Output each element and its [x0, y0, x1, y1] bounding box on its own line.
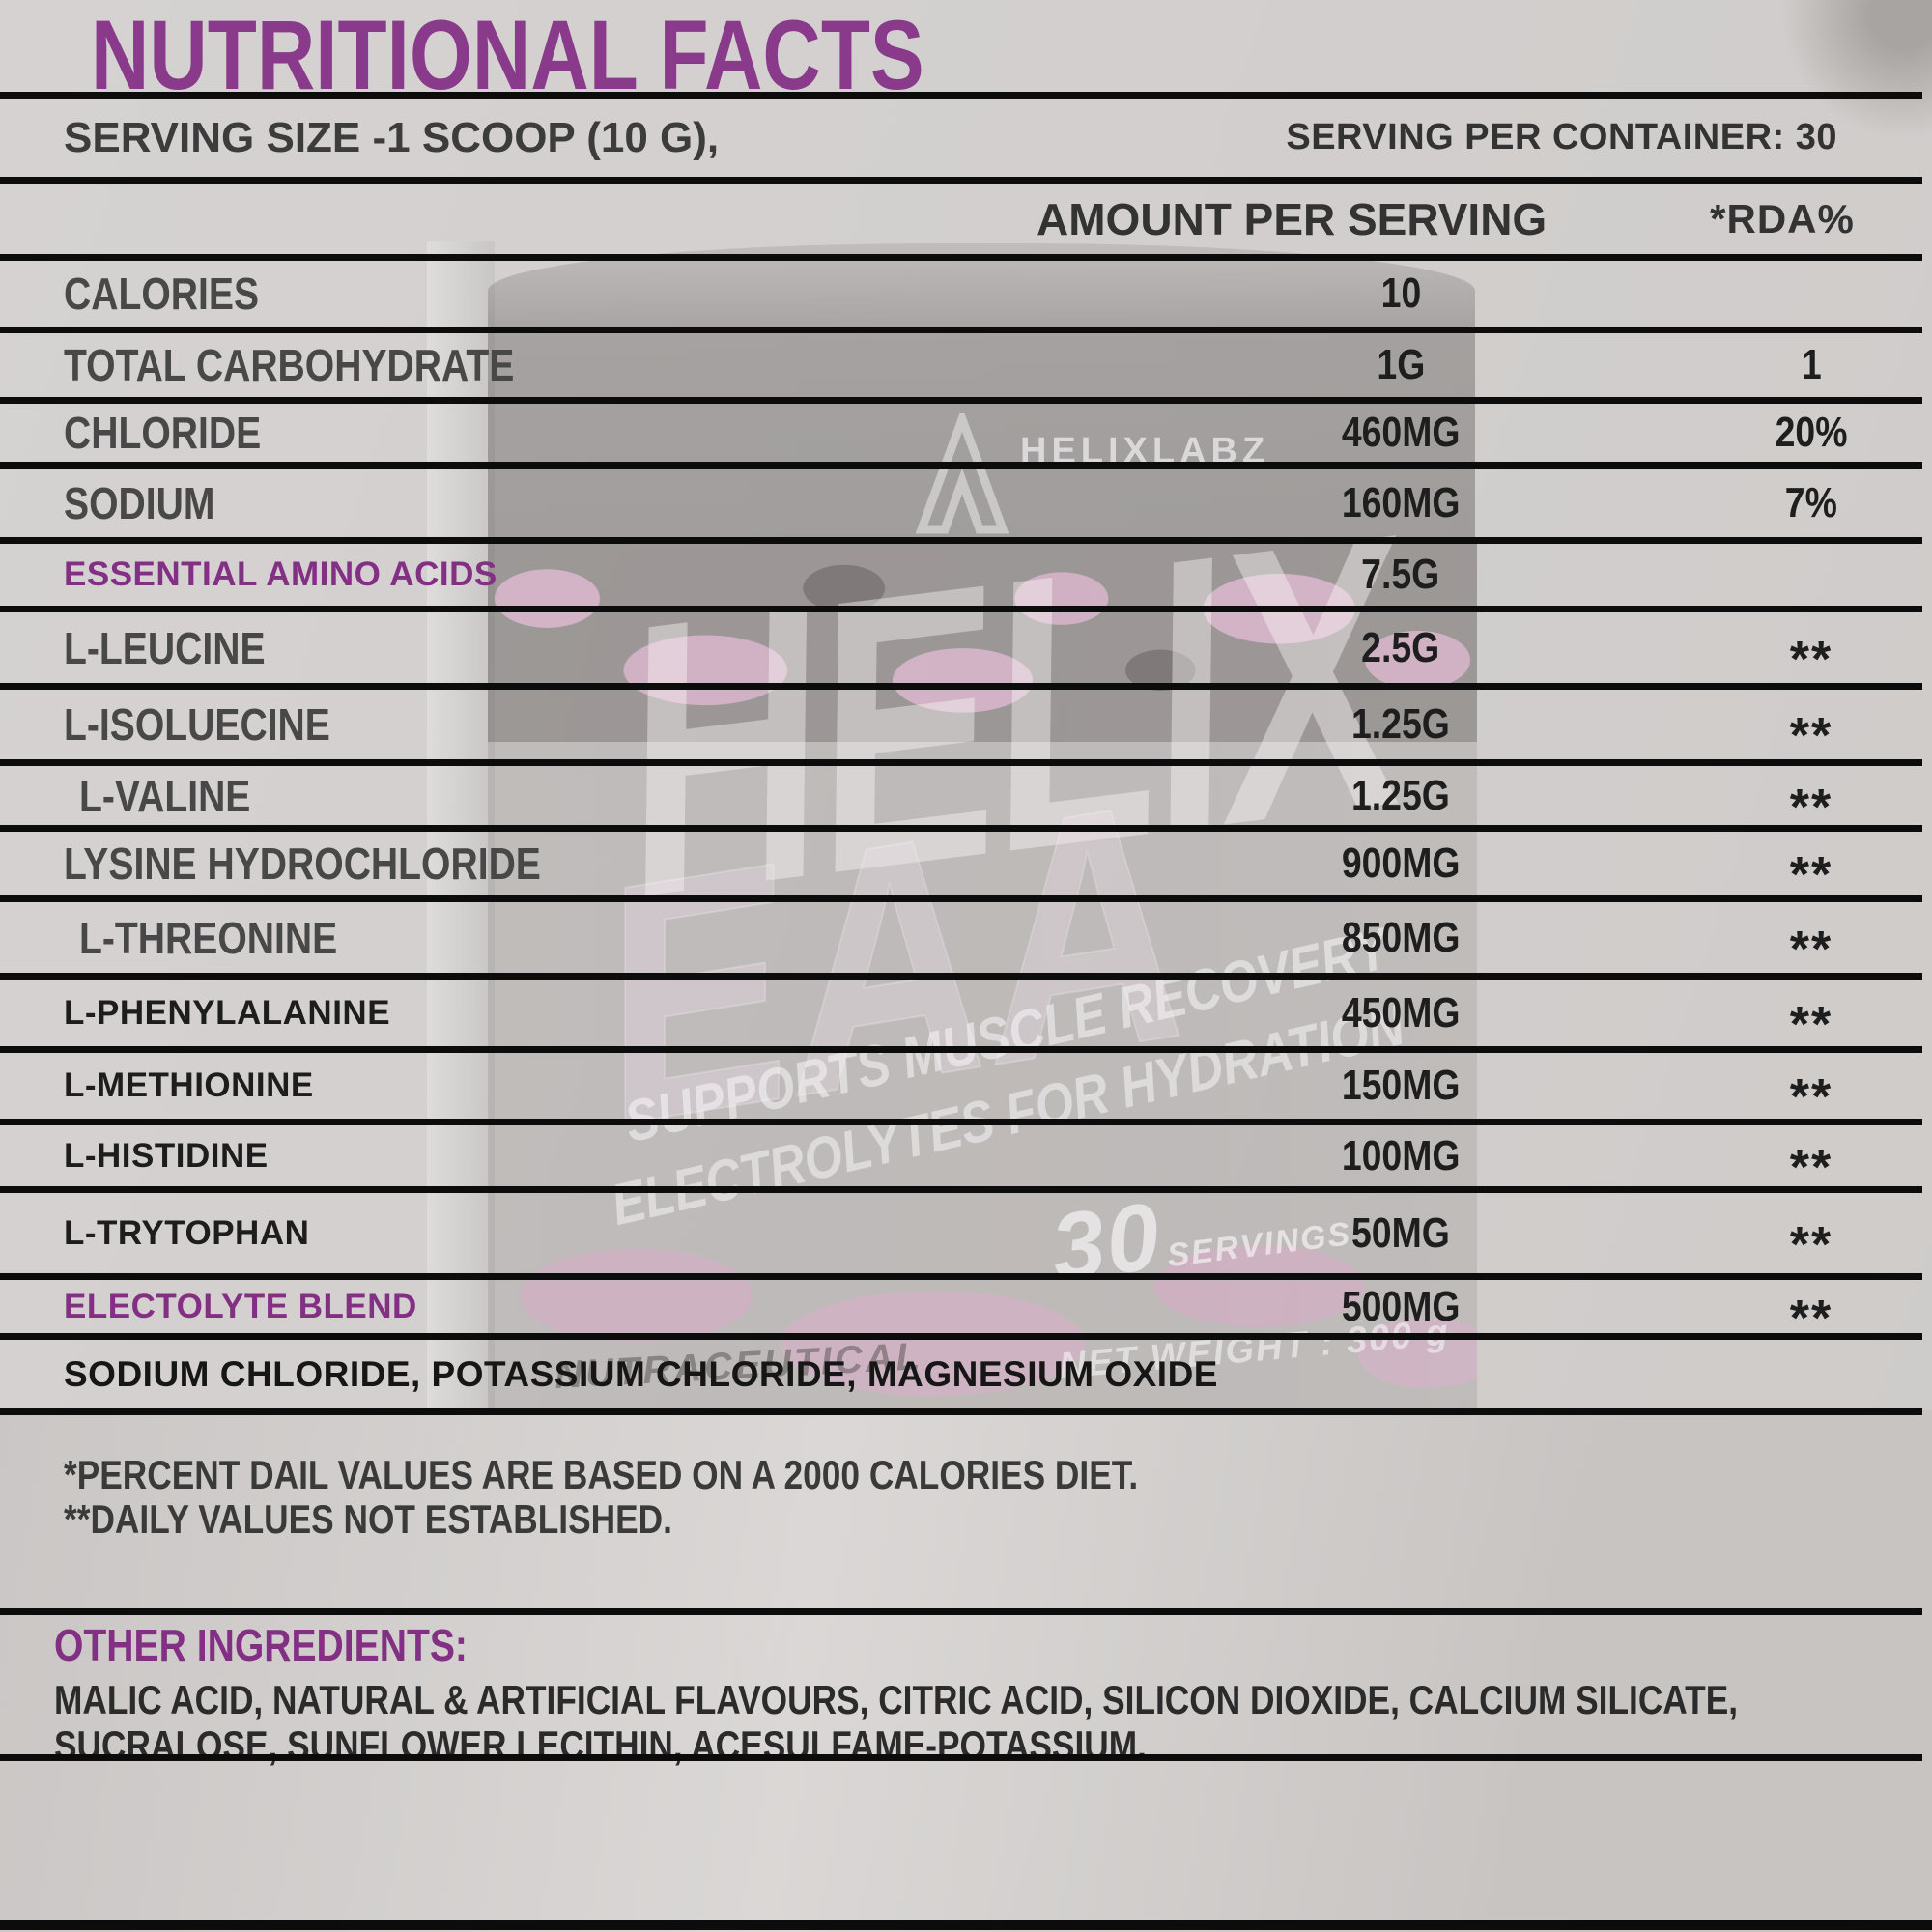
row-rda: [1681, 261, 1932, 327]
row-rda: 20%: [1775, 409, 1848, 456]
table-row: TOTAL CARBOHYDRATE 1G 1: [0, 327, 1922, 397]
table-row: L-LEUCINE 2.5G **: [0, 606, 1922, 688]
row-amount: 1.25G: [1351, 771, 1450, 819]
rda-column-header: *RDA%: [1710, 195, 1855, 242]
row-label: L-TRYTOPHAN: [64, 1213, 310, 1252]
row-rda: 7%: [1784, 478, 1838, 526]
row-rda: **: [1789, 996, 1833, 1053]
row-label: L-THREONINE: [79, 912, 338, 963]
row-rda: [1681, 1340, 1932, 1408]
table-bottom-line: [0, 1408, 1922, 1415]
table-row: ESSENTIAL AMINO ACIDS 7.5G: [0, 537, 1922, 606]
row-label: SODIUM: [64, 477, 215, 528]
ingredients-line-1: MALIC ACID, NATURAL & ARTIFICIAL FLAVOUR…: [54, 1677, 1739, 1722]
row-label: L-VALINE: [79, 770, 251, 821]
row-amount: 150MG: [1341, 1062, 1461, 1109]
row-rda: **: [1789, 921, 1833, 978]
amount-header-text: AMOUNT PER SERVING: [1037, 193, 1548, 244]
row-amount: 7.5G: [1361, 551, 1440, 598]
table-row: L-METHIONINE 150MG **: [0, 1046, 1922, 1125]
row-rda: [1681, 544, 1932, 606]
row-label: ELECTOLYTE BLEND: [64, 1287, 417, 1325]
servings-per-container: SERVING PER CONTAINER: 30: [1286, 117, 1837, 157]
row-label: CALORIES: [64, 269, 260, 319]
row-rda: **: [1789, 847, 1833, 903]
ingredients-bottom-line: [0, 1754, 1922, 1761]
row-amount: 50MG: [1351, 1208, 1450, 1257]
row-label: L-METHIONINE: [64, 1066, 314, 1104]
row-rda: 1: [1801, 341, 1822, 388]
row-rda: **: [1789, 779, 1833, 836]
row-label: L-ISOLUECINE: [64, 699, 330, 750]
row-amount: 2.5G: [1361, 623, 1440, 671]
footnote-daily-values: *PERCENT DAIL VALUES ARE BASED ON A 2000…: [64, 1452, 1139, 1497]
other-ingredients-heading: OTHER INGREDIENTS:: [54, 1620, 468, 1670]
row-label: TOTAL CARBOHYDRATE: [64, 340, 515, 390]
row-rda: **: [1789, 1069, 1833, 1125]
column-header-row: AMOUNT PER SERVING *RDA%: [0, 177, 1922, 254]
row-amount: 100MG: [1341, 1131, 1461, 1179]
table-row: L-THREONINE 850MG **: [0, 895, 1922, 978]
table-row: L-HISTIDINE 100MG **: [0, 1119, 1922, 1196]
serving-size-text: SERVING SIZE -1 SCOOP (10 G),: [64, 113, 720, 161]
table-row: L-ISOLUECINE 1.25G **: [0, 683, 1922, 764]
table-row: L-TRYTOPHAN 50MG **: [0, 1186, 1922, 1273]
row-amount: [1193, 1340, 1608, 1408]
table-row: CALORIES 10: [0, 254, 1922, 327]
row-amount: 1.25G: [1351, 700, 1450, 748]
other-ingredients-section: OTHER INGREDIENTS: MALIC ACID, NATURAL &…: [54, 1619, 1932, 1768]
serving-size-row: SERVING SIZE -1 SCOOP (10 G), SERVING PE…: [0, 92, 1922, 177]
row-label: CHLORIDE: [64, 408, 262, 458]
row-amount: 900MG: [1341, 839, 1461, 887]
row-rda: **: [1789, 708, 1833, 764]
row-rda: **: [1789, 1216, 1833, 1273]
row-amount: 160MG: [1341, 478, 1461, 526]
row-amount: 500MG: [1341, 1282, 1461, 1330]
table-row: ELECTOLYTE BLEND 500MG **: [0, 1273, 1922, 1347]
row-amount: 850MG: [1341, 913, 1461, 961]
row-label: L-LEUCINE: [64, 622, 266, 673]
amount-column-header: AMOUNT PER SERVING: [1037, 184, 1547, 254]
row-label: L-PHENYLALANINE: [64, 993, 391, 1032]
row-amount: 450MG: [1341, 988, 1461, 1037]
row-rda: **: [1789, 1139, 1833, 1196]
table-row: L-VALINE 1.25G **: [0, 759, 1922, 836]
table-row: LYSINE HYDROCHLORIDE 900MG **: [0, 825, 1922, 903]
table-row: L-PHENYLALANINE 450MG **: [0, 973, 1922, 1053]
table-row: SODIUM CHLORIDE, POTASSIUM CHLORIDE, MAG…: [0, 1333, 1922, 1408]
row-rda: **: [1789, 631, 1833, 688]
row-label: LYSINE HYDROCHLORIDE: [64, 838, 541, 889]
serving-size-label: SERVING SIZE -1 SCOOP (10 G),: [64, 99, 719, 177]
ingredients-top-line: [0, 1608, 1922, 1615]
row-amount: 460MG: [1341, 409, 1461, 456]
table-row: SODIUM 160MG 7%: [0, 462, 1922, 537]
row-amount: 10: [1380, 270, 1421, 317]
footnote-not-established: **DAILY VALUES NOT ESTABLISHED.: [64, 1496, 672, 1542]
table-row: CHLORIDE 460MG 20%: [0, 397, 1922, 462]
row-label: ESSENTIAL AMINO ACIDS: [64, 555, 497, 593]
row-label: SODIUM CHLORIDE, POTASSIUM CHLORIDE, MAG…: [64, 1353, 1218, 1394]
row-label: L-HISTIDINE: [64, 1136, 269, 1175]
row-rda: **: [1789, 1290, 1833, 1347]
page-title: NUTRITIONAL FACTS: [91, 0, 924, 110]
label-bottom-line: [0, 1920, 1932, 1930]
row-amount: 1G: [1377, 341, 1425, 388]
footnotes: *PERCENT DAIL VALUES ARE BASED ON A 2000…: [64, 1453, 1343, 1542]
